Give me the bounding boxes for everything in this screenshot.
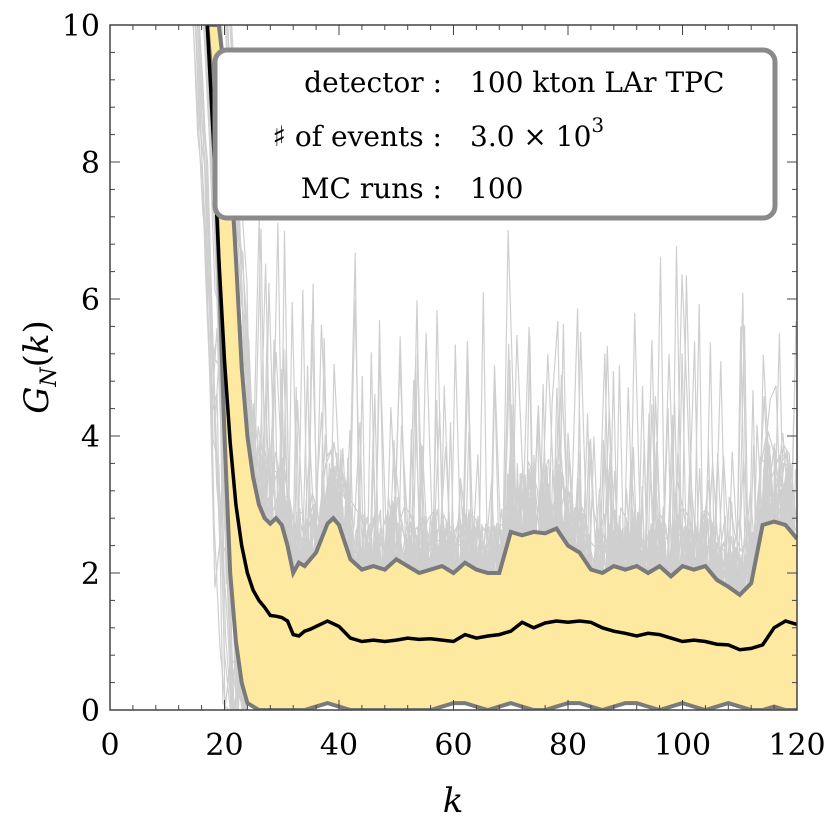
- median-group: [205, 25, 797, 652]
- svg-text:GN(k): GN(k): [17, 320, 62, 414]
- x-tick-label: 60: [434, 728, 472, 763]
- x-tick-label: 40: [320, 728, 358, 763]
- y-tick-label: 0: [81, 694, 100, 729]
- y-axis-label: GN(k): [17, 320, 62, 414]
- legend-value-events: 3.0 × 103: [470, 113, 604, 153]
- y-tick-label: 4: [81, 420, 100, 455]
- y-axis-label-close: ): [17, 320, 57, 333]
- band-lower-line: [205, 25, 797, 710]
- y-tick-label: 2: [81, 557, 100, 592]
- legend-box: [212, 47, 778, 221]
- legend-value-events-exp: 3: [591, 113, 604, 137]
- legend: detector : 100 kton LAr TPC ♯ of events …: [212, 47, 778, 221]
- ticks-group: 0 20 40 60 80 100 120 0 2 4 6 8 10: [62, 9, 826, 763]
- legend-value-detector: 100 kton LAr TPC: [470, 66, 724, 99]
- median-line: [205, 25, 797, 652]
- y-axis-label-sub: N: [37, 367, 62, 388]
- legend-key-detector: detector :: [304, 66, 442, 99]
- legend-key-events: ♯ of events :: [272, 120, 442, 153]
- confidence-band: [207, 25, 797, 710]
- y-axis-label-G: G: [17, 387, 57, 414]
- x-tick-label: 0: [100, 728, 119, 763]
- y-tick-label: 8: [81, 146, 100, 181]
- x-tick-label: 20: [205, 728, 243, 763]
- legend-key-mcruns: MC runs :: [301, 172, 442, 205]
- x-tick-label: 100: [654, 728, 711, 763]
- legend-value-mcruns: 100: [470, 172, 523, 205]
- y-tick-label: 10: [62, 9, 100, 44]
- band-group: [205, 25, 797, 710]
- y-axis-label-arg: (: [17, 354, 57, 367]
- x-tick-label: 120: [768, 728, 825, 763]
- x-tick-label: 80: [549, 728, 587, 763]
- y-tick-label: 6: [81, 283, 100, 318]
- x-axis-label: k: [443, 781, 464, 821]
- legend-value-events-base: 3.0 × 10: [470, 120, 591, 153]
- y-axis-label-k: k: [17, 333, 57, 354]
- band-upper-line: [207, 25, 797, 598]
